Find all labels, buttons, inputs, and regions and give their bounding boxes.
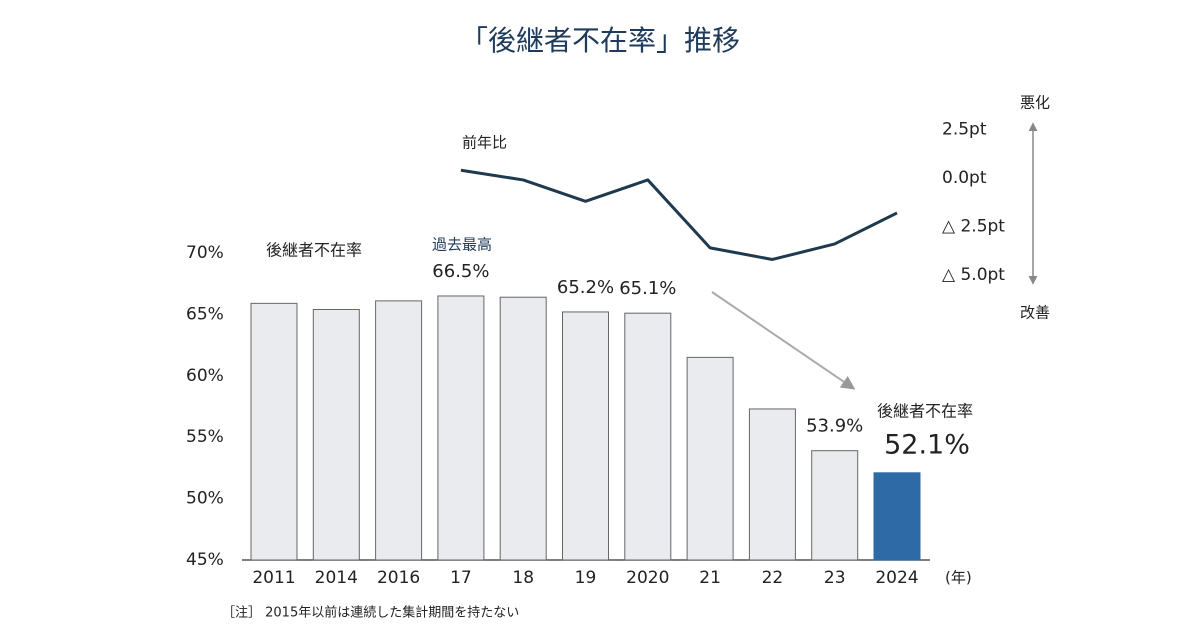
data-label: 65.1% <box>619 278 676 299</box>
chart-title: 「後継者不在率」推移 <box>460 24 740 57</box>
x-tick-label: 22 <box>762 568 784 588</box>
x-tick-label: 23 <box>824 568 846 588</box>
bar <box>375 300 423 561</box>
data-label: 52.1% <box>884 430 970 461</box>
data-label: 66.5% <box>432 261 489 282</box>
y2-tick-label: △ 5.0pt <box>942 265 1005 285</box>
bar <box>811 450 859 561</box>
data-label: 53.9% <box>806 416 863 437</box>
bar <box>562 311 609 561</box>
x-tick-label: 2024 <box>875 568 918 588</box>
bar <box>873 472 921 561</box>
y-tick-label: 65% <box>186 304 224 324</box>
y2-tick-label: △ 2.5pt <box>942 217 1005 237</box>
x-tick-label: 18 <box>512 568 534 588</box>
y2-tick-label: 2.5pt <box>942 120 987 140</box>
y-tick-label: 60% <box>186 366 224 386</box>
y2-top-label: 悪化 <box>1020 94 1050 112</box>
series-label: 前年比 <box>462 134 507 152</box>
line <box>460 168 898 261</box>
note: ［注］ 2015年以前は連続した集計期間を持たない <box>222 605 519 621</box>
annotation: 過去最高 <box>432 236 492 254</box>
bar <box>437 295 485 561</box>
bar <box>624 312 672 561</box>
y-tick-label: 55% <box>186 427 224 447</box>
y-tick-label: 70% <box>186 243 224 263</box>
x-tick-label: 19 <box>575 568 597 588</box>
series-label: 後継者不在率 <box>266 241 362 260</box>
y2-bottom-label: 改善 <box>1020 304 1050 322</box>
bar <box>499 296 547 561</box>
x-tick-label: 2016 <box>377 568 420 588</box>
bar <box>748 408 796 561</box>
y-tick-label: 45% <box>186 550 224 570</box>
annotation: 後継者不在率 <box>877 402 973 421</box>
bar <box>250 302 298 561</box>
bar <box>686 356 734 561</box>
x-tick-label: 21 <box>699 568 721 588</box>
y-tick-label: 50% <box>186 489 224 509</box>
bar <box>312 308 360 561</box>
x-tick-label: 2020 <box>626 568 669 588</box>
y2-tick-label: 0.0pt <box>942 168 987 188</box>
data-label: 65.2% <box>557 277 614 298</box>
x-tick-label: 2014 <box>315 568 358 588</box>
x-tick-label: 17 <box>450 568 472 588</box>
x-tick-label: 2011 <box>252 568 295 588</box>
trend-arrow <box>711 291 856 390</box>
x-unit: (年) <box>945 569 972 587</box>
